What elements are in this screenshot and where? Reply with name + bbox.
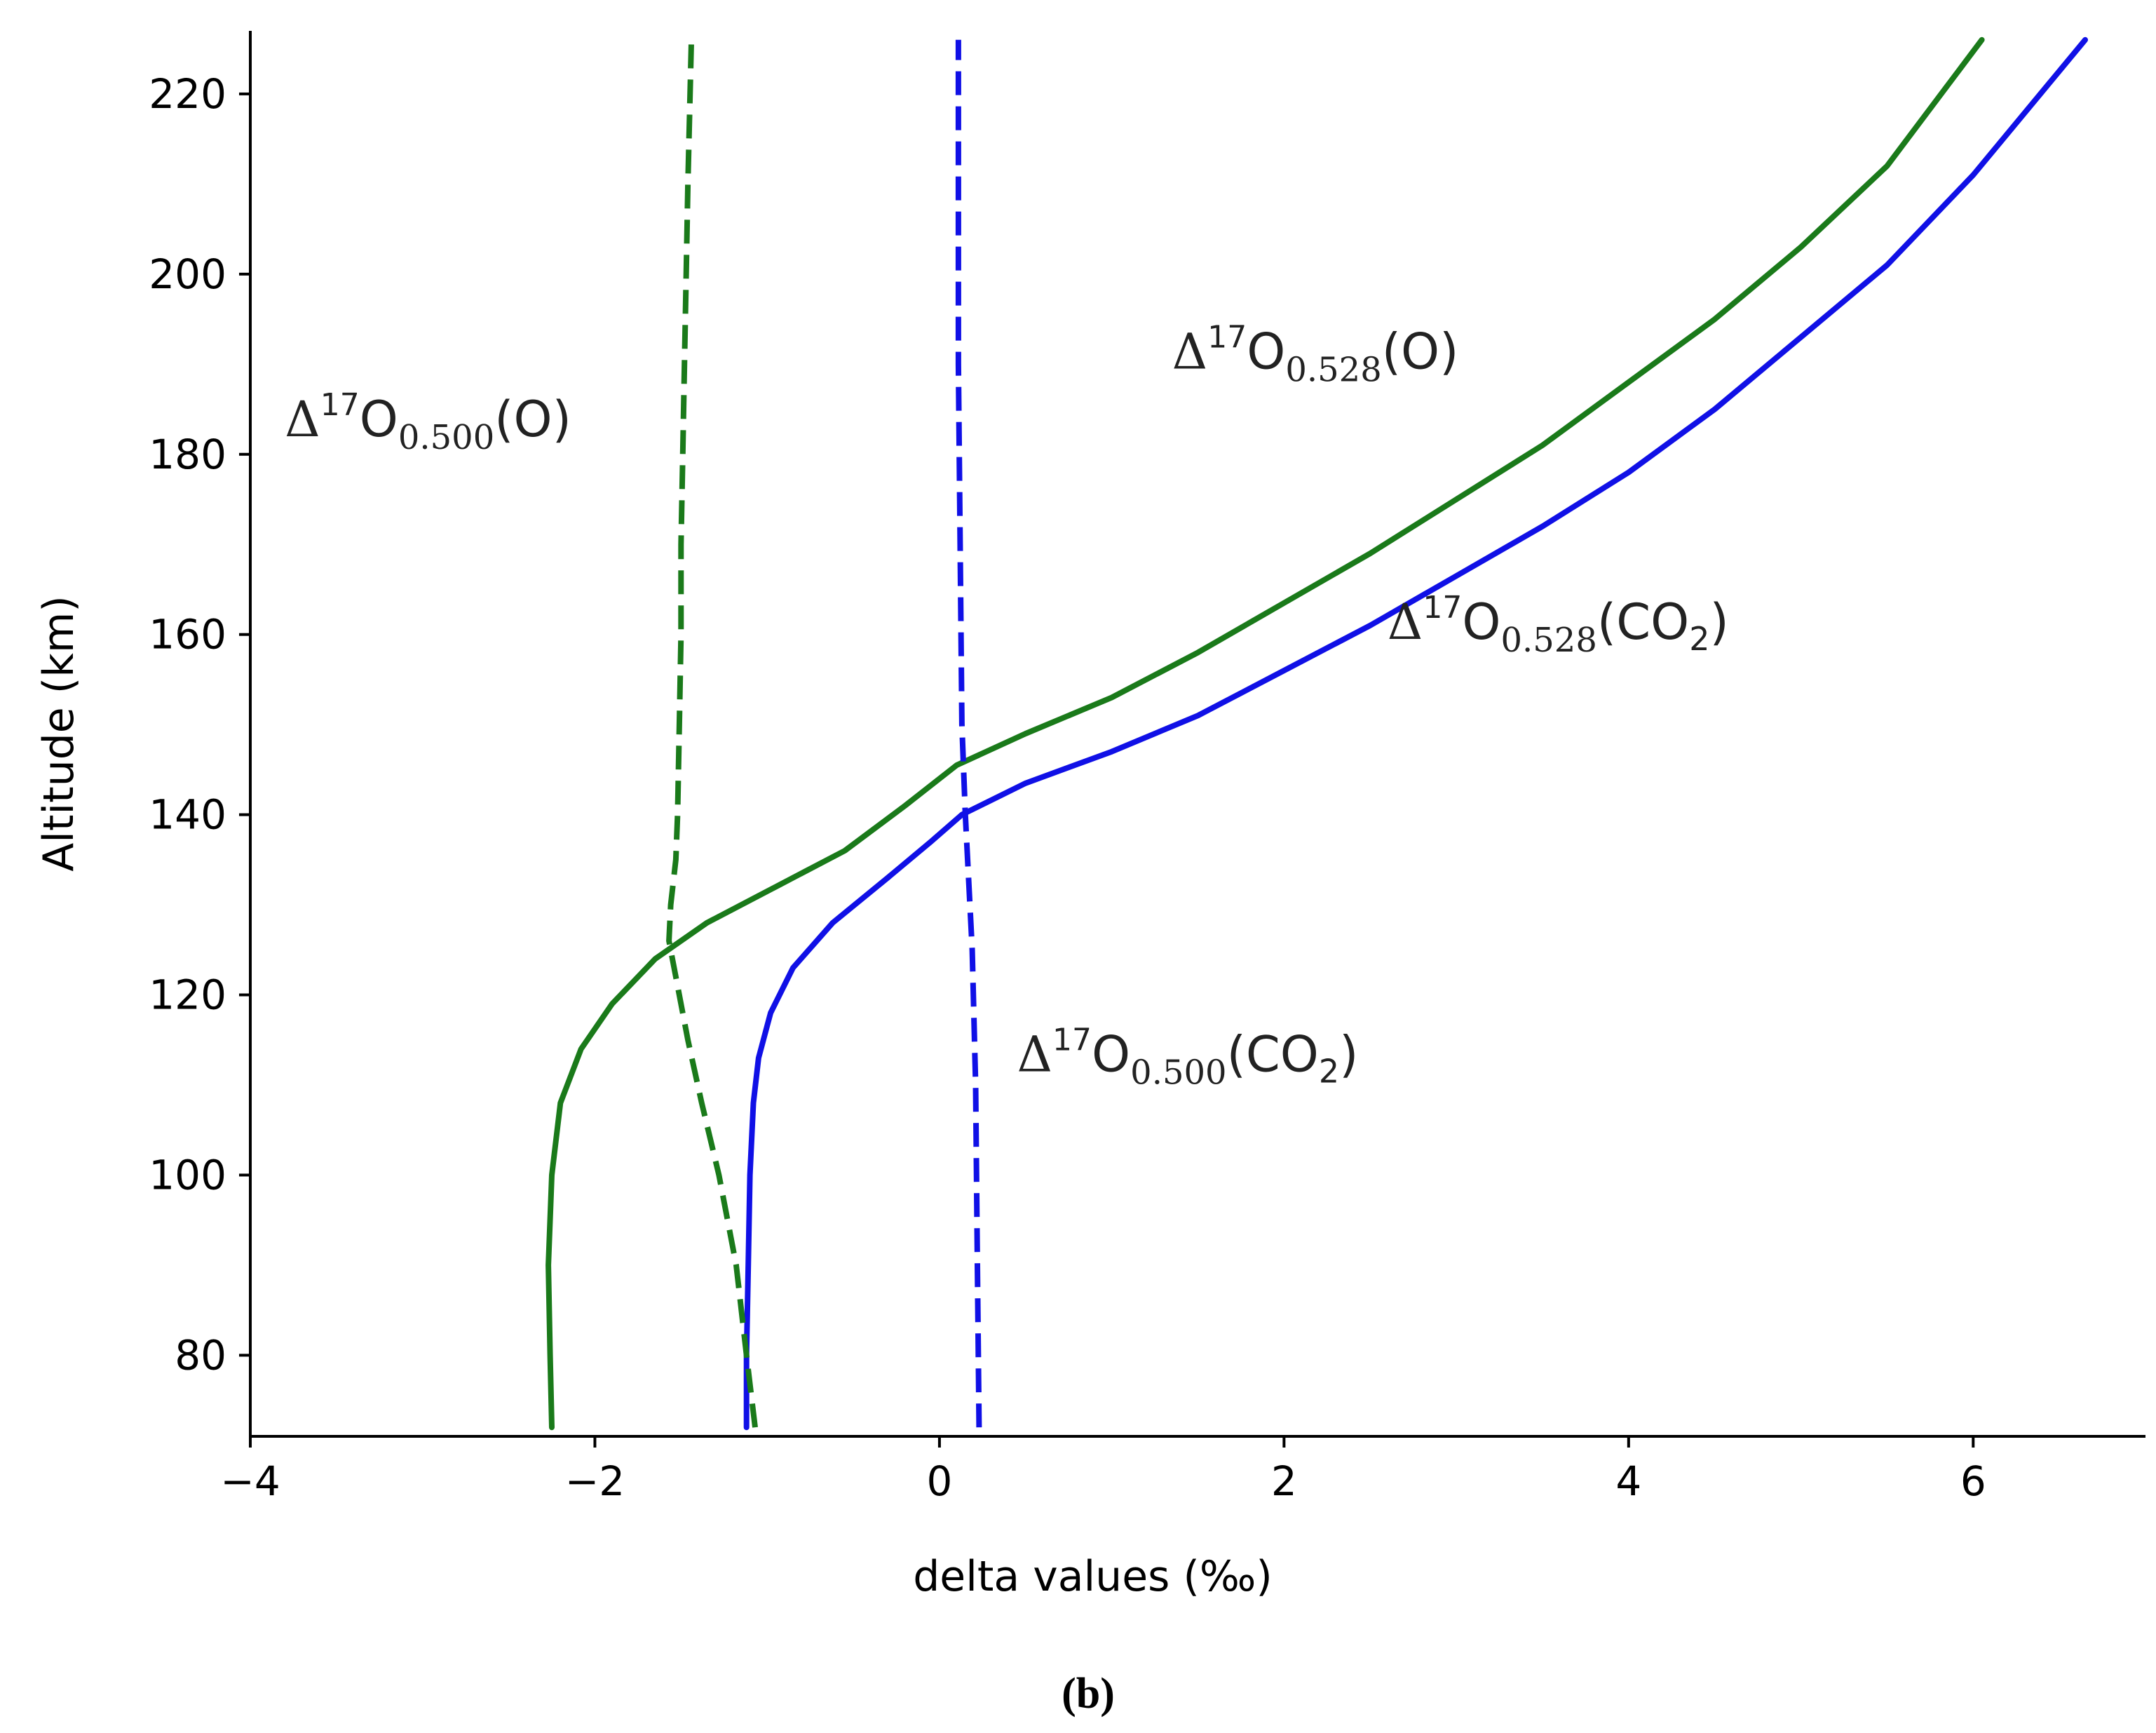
y-tick-label: 160 (149, 611, 226, 659)
series-line-d17O_0500_CO2 (955, 39, 982, 1428)
plot-area (545, 36, 2088, 1431)
x-axis-title: delta values (‰) (913, 1552, 1273, 1601)
y-axis-title: Altitude (km) (34, 595, 83, 872)
series-label-d17O_0500_O: Δ17O0.500(O) (285, 387, 571, 457)
y-tick-label: 220 (149, 70, 226, 118)
y-tick-label: 100 (149, 1151, 226, 1199)
series-label-d17O_0500_CO2: Δ17O0.500(CO2) (1017, 1023, 1358, 1093)
y-tick-label: 200 (149, 250, 226, 298)
series-label-d17O_0528_O: Δ17O0.528(O) (1172, 320, 1459, 390)
x-tick-label: 0 (926, 1457, 952, 1505)
series-line-d17O_0500_O (666, 39, 758, 1428)
y-ticks: 80 100 120 140 160 180 200 220 (149, 70, 250, 1379)
y-tick-label: 180 (149, 431, 226, 478)
x-tick-label: 4 (1615, 1457, 1641, 1505)
x-tick-label: −4 (220, 1457, 280, 1505)
x-tick-label: 2 (1271, 1457, 1297, 1505)
x-ticks: −4 −2 0 2 4 6 (220, 1436, 1986, 1505)
series-label-d17O_0528_CO2: Δ17O0.528(CO2) (1388, 590, 1729, 660)
x-tick-label: 6 (1960, 1457, 1986, 1505)
series-line-d17O_0528_CO2 (743, 36, 2088, 1431)
axes: −4 −2 0 2 4 6 80 100 120 140 160 180 200 220 (149, 31, 2145, 1505)
x-tick-label: −2 (565, 1457, 625, 1505)
series-line-d17O_0528_O (545, 36, 1985, 1431)
y-tick-label: 140 (149, 791, 226, 839)
y-tick-label: 80 (175, 1331, 226, 1379)
y-tick-label: 120 (149, 971, 226, 1019)
series-annotations: Δ17O0.500(O) Δ17O0.528(O) Δ17O0.528(CO2) Δ1… (285, 320, 1729, 1093)
panel-label: (b) (1062, 1670, 1115, 1718)
